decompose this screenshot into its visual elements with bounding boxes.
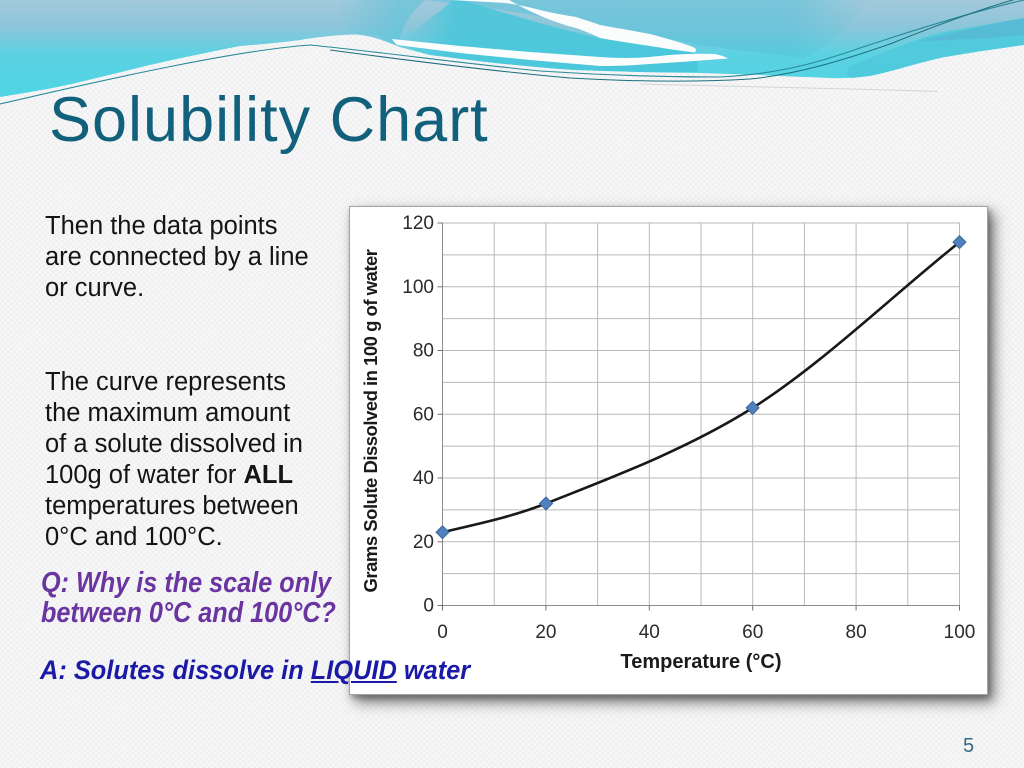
svg-text:40: 40 <box>639 622 660 643</box>
svg-text:20: 20 <box>535 622 556 643</box>
svg-text:0: 0 <box>423 596 434 617</box>
svg-text:100: 100 <box>402 277 434 298</box>
svg-text:120: 120 <box>402 213 434 234</box>
svg-text:60: 60 <box>413 404 434 425</box>
svg-text:100: 100 <box>944 622 976 643</box>
svg-text:80: 80 <box>413 341 434 362</box>
svg-text:Grams Solute Dissolved in 100: Grams Solute Dissolved in 100 g of water <box>360 249 381 592</box>
svg-text:20: 20 <box>413 532 434 553</box>
svg-text:40: 40 <box>413 468 434 489</box>
svg-text:Temperature (°C): Temperature (°C) <box>621 651 782 673</box>
svg-text:0: 0 <box>437 622 448 643</box>
svg-text:80: 80 <box>846 622 867 643</box>
svg-text:60: 60 <box>742 622 763 643</box>
